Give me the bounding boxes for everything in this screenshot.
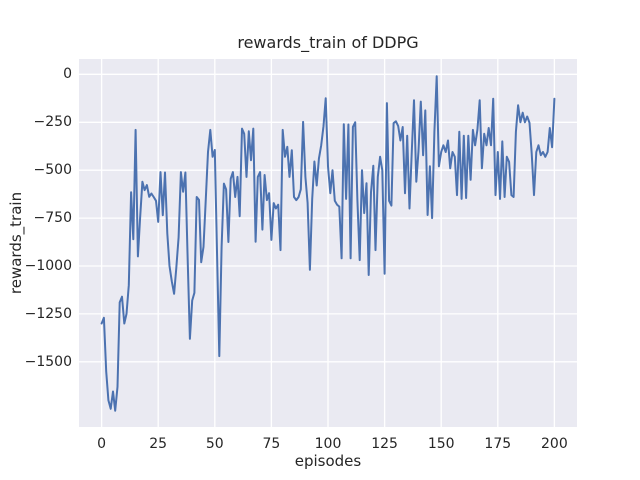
- x-tick-label: 25: [149, 436, 168, 452]
- x-tick-label: 200: [541, 436, 568, 452]
- y-tick-label: −1250: [24, 305, 72, 322]
- x-tick-label: 175: [484, 436, 512, 452]
- y-tick-label: −1000: [24, 258, 72, 274]
- y-tick-label: −250: [33, 114, 72, 131]
- x-axis-label: episodes: [294, 452, 362, 470]
- x-tick-label: 150: [427, 436, 455, 452]
- y-tick-label: −750: [33, 210, 72, 227]
- chart-title: rewards_train of DDPG: [237, 33, 419, 52]
- x-tick-label: 50: [205, 436, 224, 452]
- y-tick-label: −1500: [24, 353, 72, 370]
- y-tick-label: 0: [63, 66, 72, 83]
- y-tick-label: −500: [33, 162, 72, 179]
- x-tick-label: 0: [97, 436, 107, 452]
- x-tick-label: 100: [314, 436, 342, 452]
- x-tick-label: 125: [371, 436, 398, 452]
- x-tick-label: 75: [262, 436, 281, 452]
